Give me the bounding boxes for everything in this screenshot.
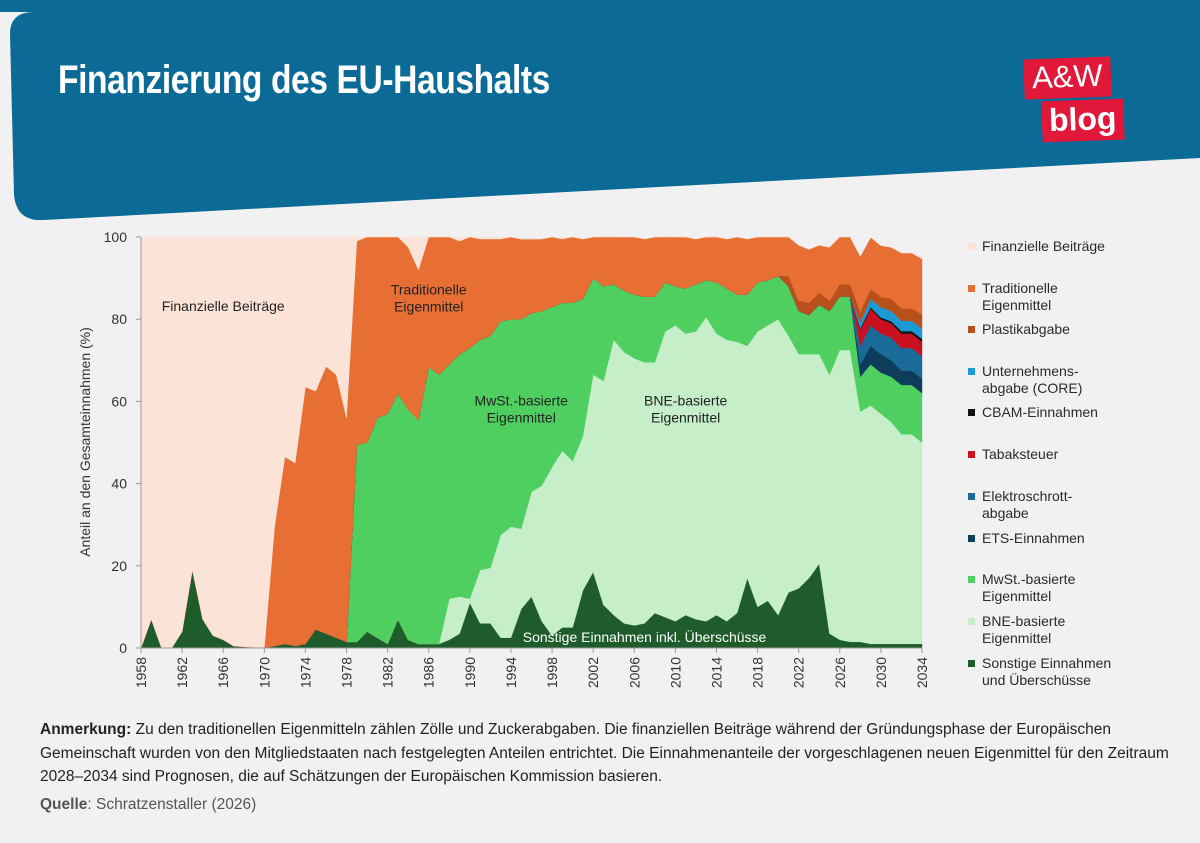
annotation-label: Sonstige Einnahmen inkl. Überschüsse [523,628,767,645]
legend-swatch [968,451,975,458]
y-tick-label: 20 [111,558,127,574]
y-tick-label: 0 [119,640,127,656]
footnote: Anmerkung: Zu den traditionellen Eigenmi… [40,718,1170,789]
chart-areas [140,236,923,649]
legend-label: BNE-basierte Eigenmittel [982,613,1066,646]
x-tick-label: 1966 [215,657,231,688]
y-axis-label: Anteil an den Gesamteinnahmen (%) [77,327,93,557]
legend-swatch [968,368,975,375]
legend-swatch [968,243,975,250]
source-label: Quelle [40,796,88,813]
legend-label: Plastikabgabe [982,321,1070,337]
y-tick-label: 40 [111,476,127,492]
annotation-label: MwSt.-basierte Eigenmittel [475,393,569,426]
annotation-label: Traditionelle Eigenmittel [391,282,467,315]
page-title: Finanzierung des EU-Haushalts [58,58,550,102]
legend-label: CBAM-Einnahmen [982,404,1098,420]
banner-shape [0,0,1200,220]
legend-swatch [968,409,975,416]
x-tick-label: 2026 [832,657,848,688]
x-tick-label: 1970 [256,657,272,688]
legend-swatch [968,285,975,292]
annotation-label: BNE-basierte Eigenmittel [644,393,727,426]
x-tick-label: 1998 [544,657,560,688]
legend-swatch [968,618,975,625]
x-tick-label: 2006 [626,657,642,688]
chart-legend: Finanzielle Beiträge Traditionelle Eigenm… [968,0,1198,700]
x-tick-label: 1990 [462,657,478,688]
x-tick-label: 2018 [750,657,766,688]
note-label: Anmerkung: [40,721,132,738]
legend-label: Elektroschrott- abgabe [982,488,1073,521]
legend-label: Tabaksteuer [982,446,1059,462]
x-tick-label: 1986 [421,657,437,688]
x-tick-label: 1982 [380,657,396,688]
legend-swatch [968,535,975,542]
legend-label: Traditionelle Eigenmittel [982,280,1058,313]
chart-axes: 0 20 40 60 80 100 1958 1962 1966 1970 1974 1978 1982… [104,229,930,688]
y-tick-label: 100 [104,229,128,245]
annotation-label: Finanzielle Beiträge [162,298,285,314]
y-tick-label: 80 [111,311,127,327]
legend-label: Finanzielle Beiträge [982,238,1105,254]
x-tick-label: 2014 [708,657,724,688]
x-tick-label: 2010 [667,657,683,688]
legend-swatch [968,576,975,583]
legend-swatch [968,660,975,667]
x-tick-label: 1978 [339,657,355,688]
legend-label: MwSt.-basierte Eigenmittel [982,571,1076,604]
x-tick-label: 2030 [873,657,889,688]
chart-annotations: Finanzielle Beiträge Traditionelle Eigenmi… [162,282,767,645]
legend-swatch [968,493,975,500]
source-text: : Schratzenstaller (2026) [87,796,257,813]
x-tick-label: 2002 [585,657,601,688]
legend-label: ETS-Einnahmen [982,530,1085,546]
x-tick-label: 2034 [914,657,930,688]
area-series-10 [140,236,923,649]
y-tick-label: 60 [111,393,127,409]
legend-swatch [968,326,975,333]
legend-label: Sonstige Einnahmen und Überschüsse [982,655,1112,688]
x-tick-label: 2022 [791,657,807,688]
note-text: Zu den traditionellen Eigenmitteln zähle… [40,721,1169,785]
x-tick-label: 1962 [174,657,190,688]
x-tick-label: 1974 [297,657,313,688]
legend-label: Unternehmens- abgabe (CORE) [982,363,1083,396]
x-tick-label: 1958 [133,657,149,688]
source-line: Quelle: Schratzenstaller (2026) [40,796,256,814]
x-tick-label: 1994 [503,657,519,688]
header-banner [0,0,1200,220]
